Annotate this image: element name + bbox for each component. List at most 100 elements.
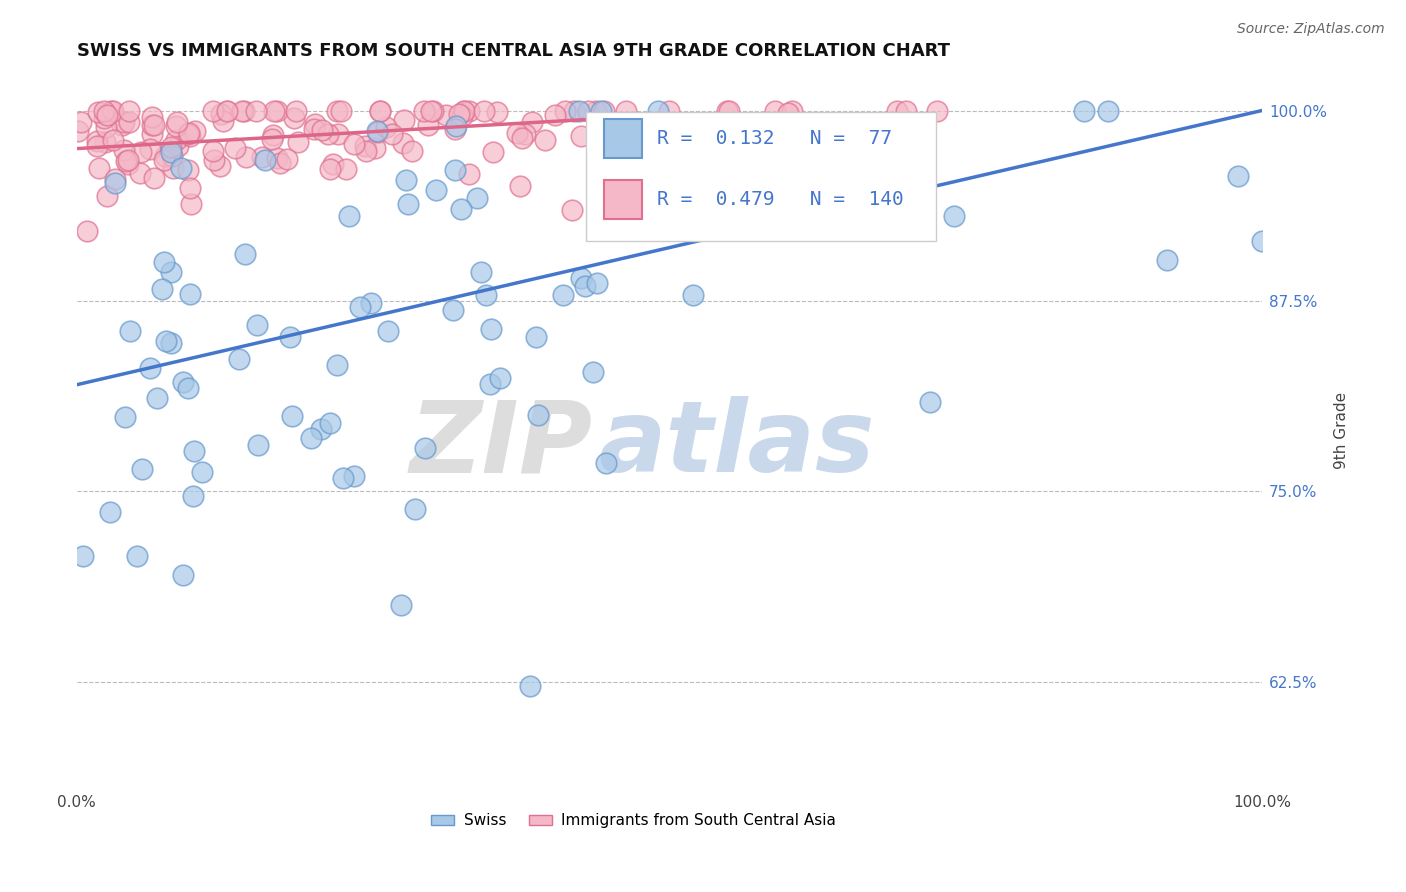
Point (311, 122, 333, 136)
Point (117, 153, 139, 168)
Point (152, 153, 174, 168)
Point (534, 133, 557, 147)
Point (404, 502, 426, 516)
Point (326, 359, 349, 373)
Point (375, 120, 398, 135)
Point (782, 103, 804, 118)
Point (112, 115, 135, 129)
Point (589, 103, 612, 118)
Point (160, 336, 183, 351)
Point (478, 376, 501, 391)
Point (115, 154, 138, 169)
Point (129, 166, 152, 180)
Point (401, 144, 423, 158)
Point (392, 113, 415, 128)
Point (131, 461, 153, 475)
Point (160, 140, 183, 154)
Point (368, 103, 391, 118)
Point (233, 247, 256, 261)
Point (396, 197, 419, 211)
Point (211, 114, 233, 128)
Point (101, 133, 124, 147)
Point (479, 322, 502, 336)
Point (170, 161, 193, 176)
Point (263, 103, 285, 118)
Point (118, 115, 141, 129)
Point (328, 127, 350, 141)
Point (172, 376, 194, 390)
Point (86, 134, 108, 148)
Point (167, 138, 190, 153)
Point (177, 381, 200, 395)
Point (717, 103, 740, 118)
Point (150, 282, 173, 296)
Point (1227, 169, 1250, 183)
Point (309, 422, 332, 436)
Point (180, 197, 202, 211)
Point (470, 265, 492, 279)
FancyBboxPatch shape (605, 119, 643, 159)
Point (569, 270, 592, 285)
Point (943, 210, 966, 224)
Point (634, 150, 657, 164)
Point (179, 287, 201, 301)
Point (155, 334, 177, 348)
Point (368, 103, 391, 118)
Point (228, 351, 250, 366)
Point (682, 288, 704, 302)
Point (172, 568, 194, 582)
Point (139, 360, 162, 375)
Point (329, 103, 352, 118)
Point (142, 170, 165, 185)
Point (896, 103, 918, 118)
Point (96, 120, 118, 134)
Point (76, 224, 98, 238)
Point (104, 176, 127, 190)
Point (835, 118, 858, 132)
Point (457, 103, 479, 118)
Point (425, 183, 447, 197)
Point (87, 161, 110, 175)
Point (217, 103, 239, 118)
Point (70, 114, 93, 128)
Point (551, 287, 574, 301)
Point (72, 549, 94, 563)
Point (93, 103, 115, 118)
Point (67, 123, 90, 137)
Point (165, 119, 187, 133)
Point (377, 324, 399, 338)
Text: R =  0.479   N =  140: R = 0.479 N = 140 (658, 190, 904, 209)
Point (366, 123, 388, 137)
Point (86, 139, 108, 153)
Point (117, 157, 139, 171)
Point (585, 103, 607, 118)
Point (232, 103, 254, 118)
Point (104, 171, 127, 186)
Point (561, 203, 583, 218)
Point (738, 139, 761, 153)
Point (925, 103, 948, 118)
Point (114, 409, 136, 424)
Point (283, 112, 305, 126)
Point (342, 136, 364, 151)
Point (160, 148, 183, 162)
Point (453, 103, 475, 118)
Point (544, 108, 567, 122)
Point (281, 409, 304, 424)
Point (235, 149, 257, 163)
Point (93, 111, 115, 125)
Text: SWISS VS IMMIGRANTS FROM SOUTH CENTRAL ASIA 9TH GRADE CORRELATION CHART: SWISS VS IMMIGRANTS FROM SOUTH CENTRAL A… (76, 42, 949, 60)
Point (96, 189, 118, 203)
Point (562, 103, 585, 118)
Point (434, 108, 457, 122)
Point (87, 105, 110, 120)
Point (209, 107, 232, 121)
Point (716, 103, 738, 118)
Point (592, 103, 614, 118)
Point (335, 161, 357, 176)
Point (262, 128, 284, 143)
Point (586, 276, 609, 290)
Point (179, 126, 201, 140)
Point (658, 103, 681, 118)
Point (582, 365, 605, 379)
